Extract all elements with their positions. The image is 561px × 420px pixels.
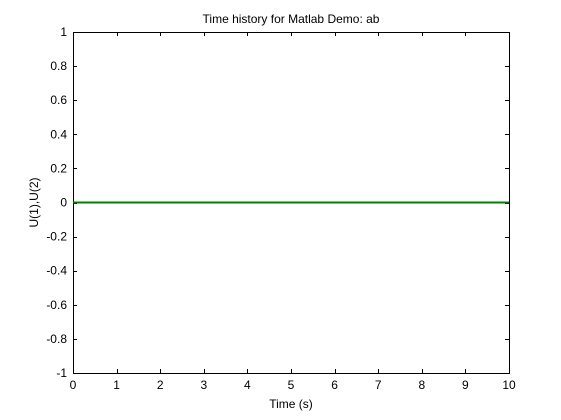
y-tick-label: 1 [60,25,67,39]
x-tick-label: 3 [200,378,207,392]
y-tick-label: -0.6 [46,298,67,312]
y-axis-label: U(1),U(2) [27,177,41,227]
y-tick-label: -0.8 [46,332,67,346]
x-tick-label: 7 [375,378,382,392]
x-axis-label: Time (s) [269,397,313,411]
x-tick-label: 5 [288,378,295,392]
x-tick-label: 9 [462,378,469,392]
y-tick-label: -0.4 [46,264,67,278]
y-tick-label: -1 [56,366,67,380]
x-axis: 0 1 2 3 4 5 6 7 8 9 10 [70,32,516,392]
y-tick-label: 0.6 [50,93,67,107]
x-tick-label: 2 [157,378,164,392]
y-tick-label: 0 [60,196,67,210]
x-tick-label: 4 [244,378,251,392]
x-tick-label: 8 [418,378,425,392]
x-tick-label: 0 [70,378,77,392]
y-tick-label: -0.2 [46,230,67,244]
y-tick-label: 0.8 [50,59,67,73]
x-tick-label: 1 [113,378,120,392]
y-axis: -1 -0.8 -0.6 -0.4 -0.2 0 0.2 0.4 0.6 0.8 1 [46,25,509,380]
x-tick-label: 10 [502,378,516,392]
y-tick-label: 0.4 [50,127,67,141]
chart-title: Time history for Matlab Demo: ab [203,12,380,26]
y-tick-label: 0.2 [50,161,67,175]
x-tick-label: 6 [331,378,338,392]
